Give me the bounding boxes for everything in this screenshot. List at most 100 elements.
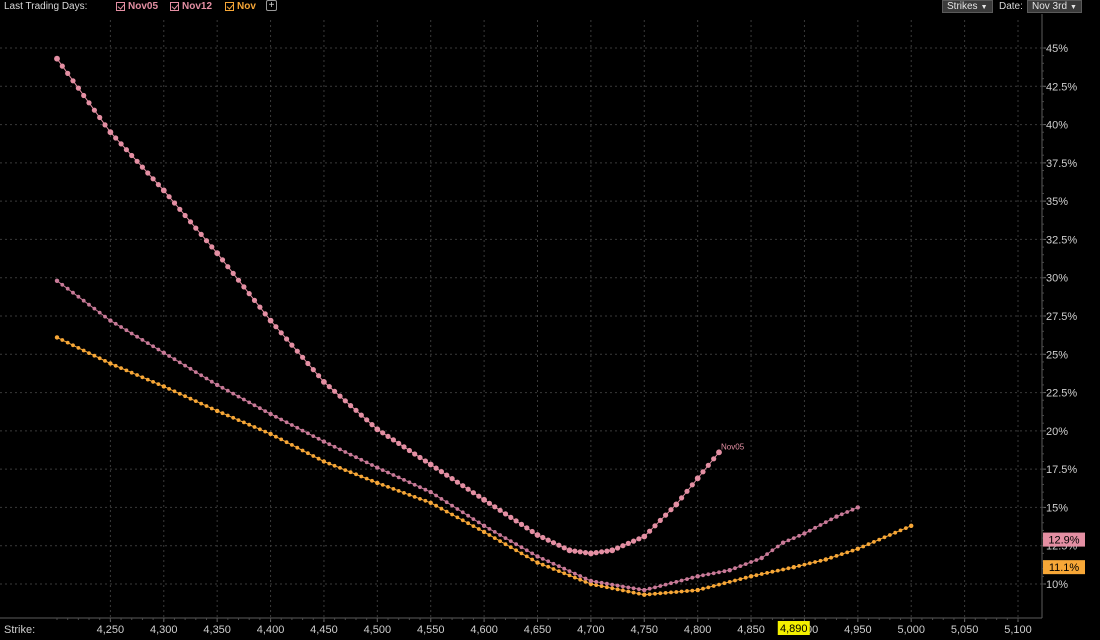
data-point-nov05 bbox=[615, 545, 621, 551]
data-point-nov12 bbox=[481, 523, 487, 528]
data-point-nov12 bbox=[727, 568, 732, 573]
data-point-nov bbox=[183, 394, 188, 399]
data-point-nov05 bbox=[604, 548, 610, 554]
data-point-nov bbox=[450, 512, 454, 517]
data-point-nov12 bbox=[498, 533, 502, 537]
data-point-nov12 bbox=[311, 434, 316, 438]
data-point-nov12 bbox=[258, 406, 262, 411]
data-point-nov bbox=[188, 396, 193, 401]
toggle-nov[interactable]: Nov bbox=[225, 1, 256, 12]
data-point-nov05 bbox=[289, 342, 295, 348]
data-point-nov bbox=[621, 588, 625, 593]
data-point-nov05 bbox=[75, 85, 81, 91]
data-point-nov bbox=[685, 589, 689, 593]
data-point-nov05 bbox=[337, 393, 343, 399]
data-point-nov bbox=[738, 577, 743, 581]
checkbox-icon[interactable] bbox=[116, 2, 125, 11]
data-point-nov bbox=[845, 550, 850, 555]
data-point-nov12 bbox=[220, 385, 225, 390]
data-point-nov bbox=[311, 454, 316, 458]
data-point-nov12 bbox=[247, 400, 252, 405]
data-point-nov12 bbox=[791, 536, 796, 540]
data-point-nov bbox=[151, 380, 156, 384]
data-point-nov12 bbox=[290, 423, 294, 427]
data-point-nov bbox=[594, 583, 599, 587]
data-point-nov12 bbox=[167, 354, 172, 358]
data-point-nov12 bbox=[145, 341, 150, 345]
checkbox-icon[interactable] bbox=[170, 2, 179, 11]
data-point-nov12 bbox=[204, 376, 209, 381]
data-point-nov12 bbox=[108, 318, 113, 323]
data-point-nov bbox=[647, 592, 652, 597]
data-point-nov bbox=[428, 500, 433, 505]
data-point-nov12 bbox=[380, 468, 385, 472]
data-point-nov12 bbox=[343, 450, 348, 454]
data-point-nov bbox=[439, 506, 444, 511]
data-point-nov05 bbox=[348, 403, 354, 409]
data-point-nov bbox=[503, 542, 508, 547]
date-dropdown[interactable]: Nov 3rd ▼ bbox=[1027, 0, 1082, 13]
data-point-nov12 bbox=[199, 373, 204, 378]
add-series-button[interactable]: + bbox=[266, 0, 277, 11]
data-point-nov12 bbox=[535, 554, 540, 559]
data-point-nov12 bbox=[338, 447, 342, 452]
data-point-nov12 bbox=[476, 520, 481, 525]
data-point-nov05 bbox=[524, 525, 530, 531]
data-point-nov05 bbox=[486, 500, 492, 506]
data-point-nov bbox=[888, 533, 892, 537]
data-point-nov bbox=[354, 472, 358, 477]
toggle-nov05[interactable]: Nov05 bbox=[116, 1, 158, 12]
data-point-nov12 bbox=[508, 539, 513, 543]
data-point-nov05 bbox=[679, 495, 685, 501]
data-point-nov05 bbox=[454, 479, 460, 485]
data-point-nov bbox=[508, 545, 513, 550]
data-point-nov12 bbox=[236, 394, 241, 399]
data-point-nov12 bbox=[562, 566, 567, 571]
strikes-dropdown[interactable]: Strikes ▼ bbox=[942, 0, 993, 13]
y-tick-label: 27.5% bbox=[1046, 311, 1077, 323]
data-point-nov bbox=[242, 420, 246, 425]
checkbox-icon[interactable] bbox=[225, 2, 234, 11]
x-tick-label: 4,550 bbox=[417, 624, 445, 636]
data-point-nov05 bbox=[641, 533, 648, 540]
data-point-nov bbox=[167, 387, 172, 391]
data-point-nov bbox=[807, 561, 812, 566]
data-point-nov12 bbox=[97, 310, 102, 315]
data-point-nov05 bbox=[694, 475, 701, 482]
data-point-nov05 bbox=[401, 444, 407, 450]
data-point-nov05 bbox=[689, 482, 695, 488]
data-point-nov bbox=[418, 497, 422, 501]
data-point-nov05 bbox=[588, 550, 594, 557]
data-point-nov05 bbox=[59, 63, 65, 69]
data-point-nov12 bbox=[557, 564, 561, 569]
data-point-nov bbox=[855, 546, 860, 551]
data-point-nov12 bbox=[674, 580, 679, 584]
data-point-nov bbox=[481, 529, 487, 535]
data-point-nov12 bbox=[802, 531, 807, 536]
toggle-nov12[interactable]: Nov12 bbox=[170, 1, 212, 12]
data-point-nov05 bbox=[273, 324, 279, 330]
data-point-nov12 bbox=[321, 439, 327, 444]
data-point-nov bbox=[119, 366, 123, 370]
data-point-nov bbox=[231, 415, 236, 420]
nov05-last-value-tag-bg bbox=[1043, 532, 1085, 547]
data-point-nov05 bbox=[369, 422, 375, 428]
data-point-nov bbox=[396, 489, 401, 493]
data-point-nov bbox=[658, 591, 663, 596]
data-point-nov12 bbox=[573, 571, 577, 576]
x-tick-label: 4,450 bbox=[310, 624, 338, 636]
data-point-nov12 bbox=[679, 578, 684, 583]
data-point-nov05 bbox=[385, 433, 391, 439]
data-point-nov05 bbox=[342, 398, 348, 404]
data-point-nov bbox=[797, 564, 801, 568]
crosshair-x-label-bg bbox=[777, 621, 810, 635]
data-point-nov bbox=[161, 384, 166, 389]
data-point-nov05 bbox=[550, 540, 557, 546]
data-point-nov12 bbox=[359, 457, 364, 462]
data-point-nov12 bbox=[274, 414, 278, 419]
data-point-nov12 bbox=[92, 306, 97, 311]
data-point-nov12 bbox=[711, 571, 716, 576]
data-point-nov12 bbox=[759, 555, 764, 561]
data-point-nov05 bbox=[508, 514, 514, 520]
data-point-nov bbox=[765, 571, 769, 575]
